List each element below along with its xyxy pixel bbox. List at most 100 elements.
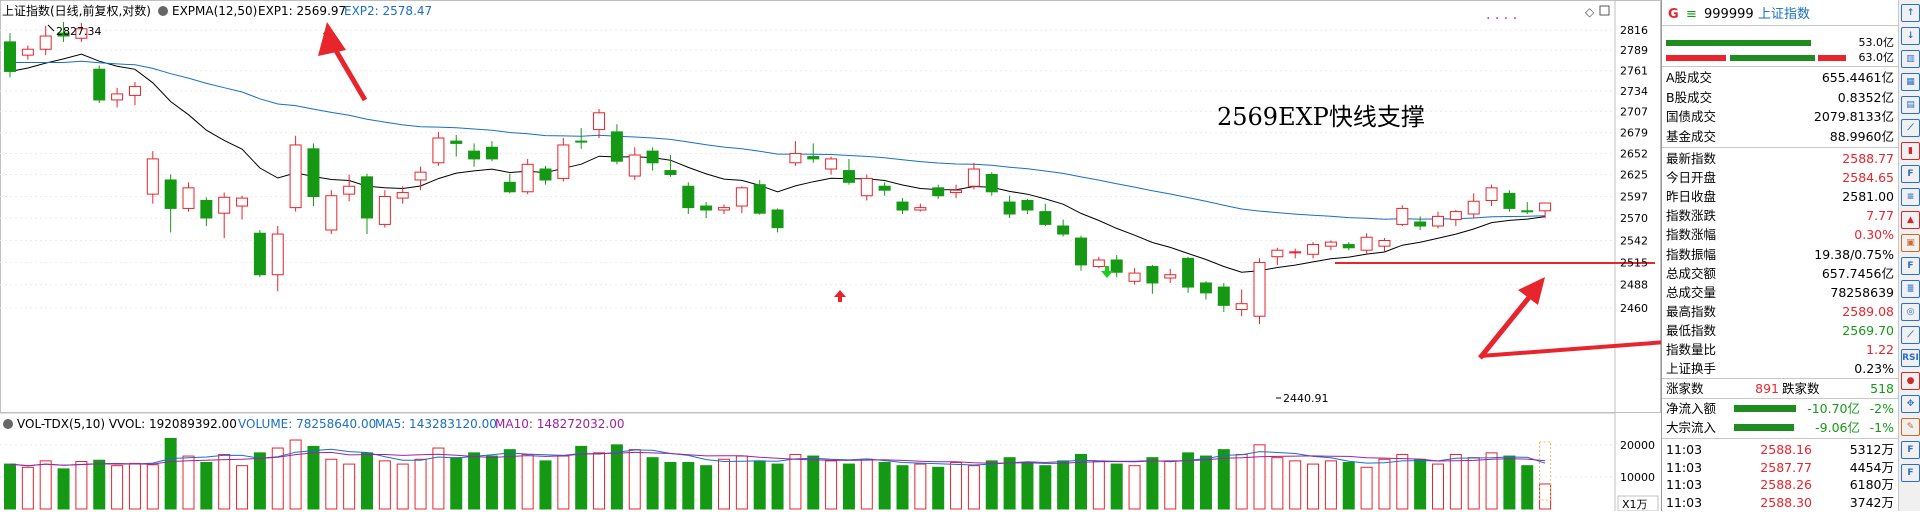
volume-bar (253, 452, 266, 510)
menu-icon[interactable]: ≡ (1686, 7, 1697, 22)
candle-body (21, 48, 34, 56)
f2-icon[interactable]: F (1901, 257, 1920, 275)
table-icon[interactable]: ▤ (1901, 96, 1920, 114)
search-icon[interactable]: ◎ (1901, 303, 1920, 321)
chart-header: 上证指数(日线,前复权,对数) EXPMA(12,50) EXP1: 2569.… (2, 3, 1610, 19)
flow-bar (1734, 424, 1794, 431)
stat-2-label: 昨日收盘 (1666, 189, 1717, 205)
volume-bar (468, 452, 481, 510)
line-chart-icon[interactable]: ⟋ (1901, 119, 1920, 137)
volume-bar (1539, 483, 1552, 510)
volume-bar (896, 465, 909, 510)
up-count-label: 涨家数 (1666, 381, 1704, 396)
breadth-row: 涨家数 891 跌家数 518 (1662, 379, 1898, 398)
candle-body (75, 28, 88, 39)
stats-icon[interactable]: ≡ (1901, 188, 1920, 206)
rank-icon[interactable]: ▲ (1901, 211, 1920, 229)
volume-bar (932, 466, 945, 510)
candle-body (807, 156, 820, 160)
stat-3-row: 指数涨跌 7.77 (1662, 206, 1898, 225)
exp1-value: EXP1: 2569.97 (258, 4, 346, 18)
volume-bar (1092, 460, 1105, 510)
candle-body (396, 192, 409, 199)
volume-highlight-box (1539, 441, 1552, 501)
y-tick-label: 2515 (1620, 256, 1648, 269)
y-tick-label: 2707 (1620, 105, 1648, 118)
candle-body (1396, 207, 1409, 225)
volume-bar (1289, 460, 1302, 510)
f6-icon[interactable]: F (1901, 464, 1920, 482)
volume-bar (57, 468, 70, 510)
candle-body (1003, 201, 1016, 215)
stat-10-row: 指数量比 1.22 (1662, 340, 1898, 359)
y-tick-label: 2542 (1620, 234, 1648, 247)
volume-bar (593, 452, 606, 510)
candle-body (1414, 221, 1427, 227)
flow-bar-value-2: 63.0亿 (1858, 51, 1895, 64)
pen-icon[interactable]: ✎ (1901, 418, 1920, 436)
volume-bar (1503, 455, 1516, 510)
save-icon[interactable]: ● (1901, 372, 1920, 390)
doc-icon[interactable]: ≣ (1901, 280, 1920, 298)
candle-body (111, 93, 124, 101)
chart-small-icon[interactable]: ⟋ (1901, 326, 1920, 344)
candle-body (735, 187, 748, 207)
stat-4-value: 0.30% (1854, 227, 1894, 243)
down-arrow-icon[interactable]: ↓ (1901, 27, 1920, 45)
f5-icon[interactable]: F (1901, 441, 1920, 459)
candle-body (539, 168, 552, 181)
panel-option-icon[interactable]: ◇ (1585, 5, 1595, 19)
tick-volume: 5312万 (1849, 442, 1894, 457)
candle-body (1182, 257, 1195, 288)
down-count-label: 跌家数 (1782, 381, 1820, 396)
report-icon[interactable]: ▣ (1901, 234, 1920, 252)
volume-bar (1057, 460, 1070, 510)
candle-body (1289, 251, 1302, 254)
low-pointer-arrow (1479, 340, 1661, 358)
tick-volume: 6180万 (1849, 477, 1894, 492)
tick-price: 2587.77 (1760, 459, 1812, 475)
bar-chart-icon[interactable]: ▥ (1901, 50, 1920, 68)
volume-bar (1324, 460, 1337, 510)
candle-body (200, 199, 213, 219)
volume-menu-icon[interactable] (3, 419, 13, 429)
volume-bar (557, 455, 570, 510)
exp1-line (9, 53, 1546, 273)
volume-title: VOL-TDX(5,10) VVOL: 192089392.00 (17, 417, 237, 431)
stat-0-label: 最新指数 (1666, 151, 1717, 166)
volume-bar (1432, 463, 1444, 510)
tick-row: 11:03 2588.16 5312万 (1662, 440, 1898, 459)
move-icon[interactable]: ✥ (1901, 395, 1920, 413)
chart-canvas[interactable]: 20000 10000 2569EXP快线支撑 2827.34 2440.91 ·… (0, 0, 1661, 511)
stat-7-value: 78258639 (1830, 284, 1894, 300)
up-arrow-icon[interactable]: ↑ (1901, 4, 1920, 22)
volume-bar (753, 460, 766, 510)
volume-header: VOL-TDX(5,10) VVOL: 192089392.00 VOLUME:… (3, 417, 625, 431)
y-tick-label: 2652 (1620, 147, 1648, 160)
candle-body (39, 35, 52, 50)
turnover-2-label: 国债成交 (1666, 109, 1717, 124)
stat-11-label: 上证换手 (1666, 361, 1717, 377)
tick-time: 11:03 (1666, 477, 1703, 492)
grid-icon[interactable]: ▦ (1901, 73, 1920, 91)
quote-panel: G ≡ 999999 上证指数 53.0亿 63.0亿 A股成交 655.4461… (1661, 0, 1898, 511)
stat-9-value: 2569.70 (1842, 322, 1894, 338)
volume-bar (1039, 465, 1052, 510)
volume-bar (182, 455, 195, 510)
f10-icon[interactable]: F (1901, 165, 1920, 183)
quote-header: G ≡ 999999 上证指数 (1662, 4, 1898, 26)
volume-bar (1128, 465, 1141, 510)
candle-icon[interactable]: ▮ (1901, 142, 1920, 160)
volume-bar (985, 460, 998, 510)
candle-body (771, 209, 784, 229)
stat-6-value: 657.7456亿 (1821, 265, 1894, 281)
candle-body (378, 196, 391, 225)
stat-8-label: 最高指数 (1666, 303, 1717, 319)
turnover-1-row: B股成交 0.8352亿 (1662, 88, 1898, 107)
panel-maximize-icon[interactable] (1599, 5, 1610, 16)
candle-body (1503, 192, 1516, 209)
rsi-icon[interactable]: RSI (1901, 349, 1920, 367)
indicator-menu-icon[interactable] (158, 6, 168, 16)
volume-bar (343, 463, 356, 510)
